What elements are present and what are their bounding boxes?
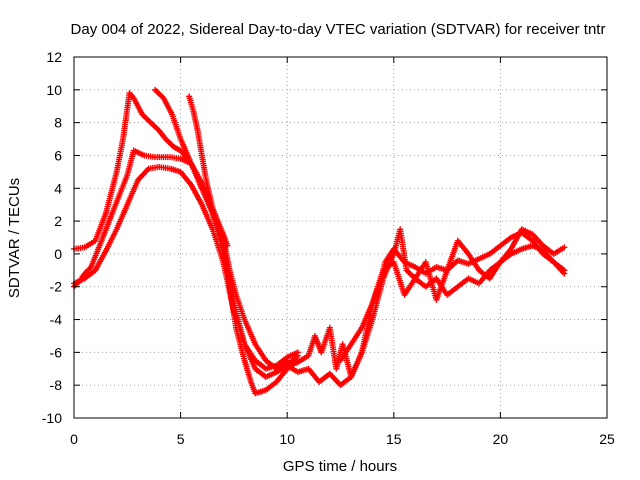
plot-frame xyxy=(73,56,608,419)
data-point-marker xyxy=(224,242,231,249)
grid-layer xyxy=(74,57,607,418)
y-tick-label: -8 xyxy=(50,377,63,393)
y-axis-title: SDTVAR / TECUs xyxy=(6,178,23,298)
x-tick-label: 25 xyxy=(599,431,615,447)
y-tick-label: 2 xyxy=(54,213,62,229)
x-axis-title: GPS time / hours xyxy=(283,458,397,475)
data-point-marker xyxy=(294,349,301,356)
y-tick-label: 10 xyxy=(46,82,62,98)
y-tick-label: -2 xyxy=(50,279,63,295)
series-track-8 xyxy=(337,226,568,364)
x-tick-label: 0 xyxy=(70,431,78,447)
series-layer xyxy=(71,86,568,397)
y-tick-label: -10 xyxy=(42,410,62,426)
y-tick-label: -4 xyxy=(50,312,63,328)
x-tick-label: 5 xyxy=(177,431,185,447)
series-track-3 xyxy=(71,163,301,372)
series-track-5 xyxy=(186,93,231,249)
y-tick-label: 0 xyxy=(54,246,62,262)
series-track-7 xyxy=(284,226,568,389)
y-tick-label: 8 xyxy=(54,115,62,131)
y-tick-label: 12 xyxy=(46,49,62,65)
data-point-marker xyxy=(561,244,568,251)
tick-layer: 0 5 10 15 20 25 -10 -8 -6 -4 -2 0 2 4 6 8 10 12 xyxy=(42,49,615,447)
x-tick-label: 10 xyxy=(279,431,295,447)
x-tick-label: 20 xyxy=(493,431,509,447)
y-tick-label: 4 xyxy=(54,180,62,196)
chart-title: Day 004 of 2022, Sidereal Day-to-day VTE… xyxy=(71,21,606,38)
data-point-marker xyxy=(561,270,568,277)
x-tick-label: 15 xyxy=(386,431,402,447)
y-tick-label: 6 xyxy=(54,147,62,163)
y-tick-label: -6 xyxy=(50,344,63,360)
